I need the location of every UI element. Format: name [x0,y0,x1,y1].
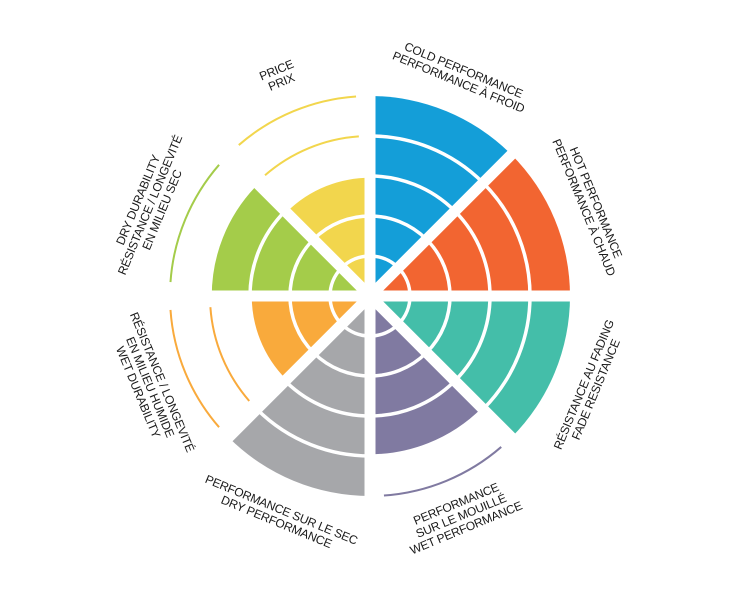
empty-level-arc [238,95,357,146]
gaps [160,86,580,506]
wedges [210,96,570,496]
empty-level-arc [169,309,220,428]
empty-level-arc [383,446,502,497]
center-hole [362,288,378,304]
sector-gap [217,292,374,449]
empty-level-arc [209,307,251,402]
outlines [169,95,502,497]
bar-wedge-0 [370,96,512,296]
bar-wedge-7 [285,176,370,296]
bar-wedge-3 [370,296,484,456]
empty-level-arc [169,164,220,283]
sector-gap [217,143,374,300]
empty-level-arc [264,135,359,177]
bar-wedge-2 [370,296,570,438]
sector-gap [366,292,523,449]
sector-gap [366,143,523,300]
bar-wedge-4 [228,296,370,496]
bar-wedge-5 [250,296,370,381]
bar-wedge-1 [370,154,570,296]
bar-wedge-6 [210,182,370,296]
